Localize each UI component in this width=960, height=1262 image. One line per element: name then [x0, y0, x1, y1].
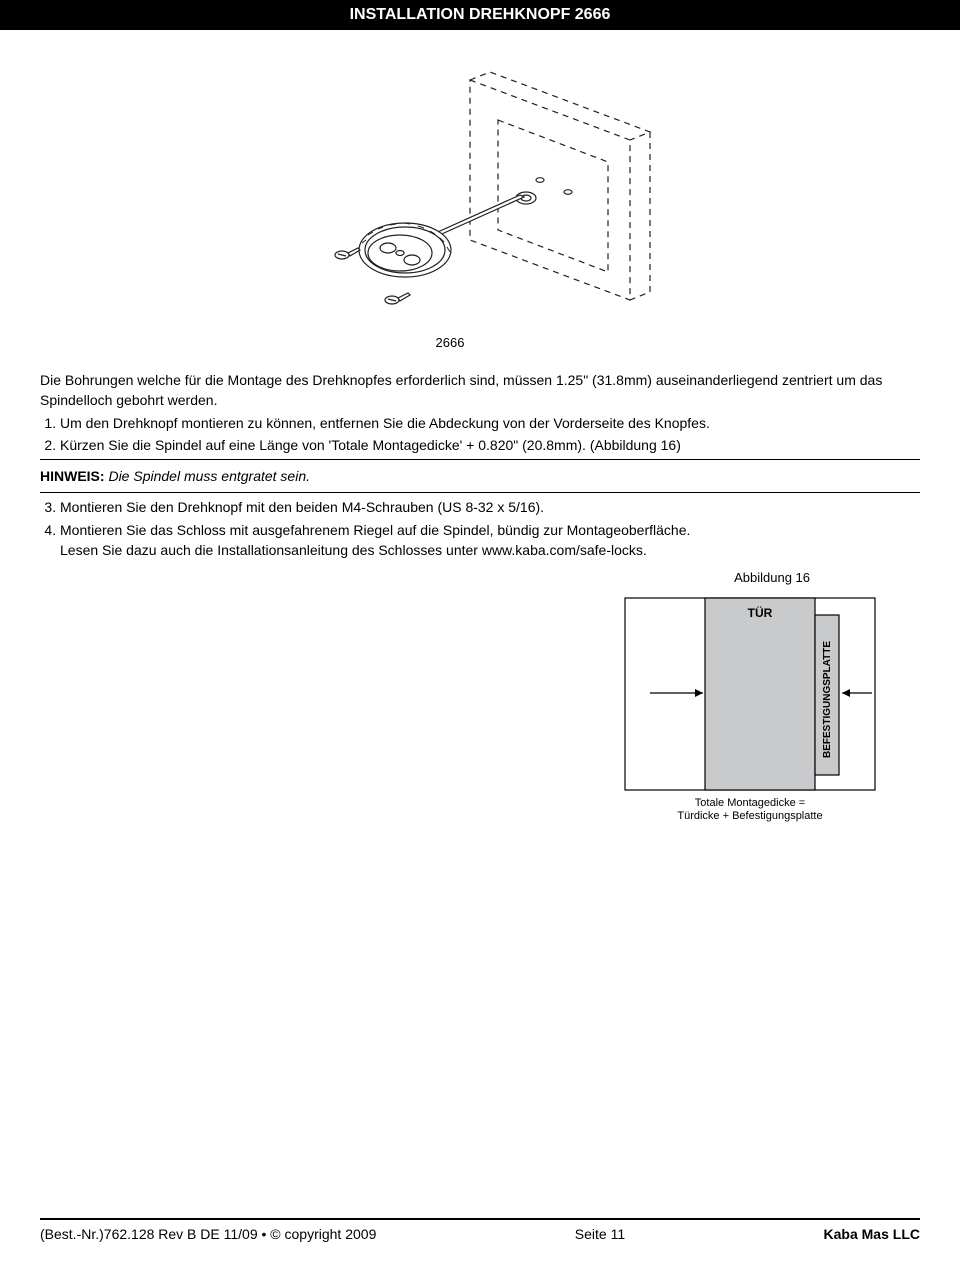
footer-left: (Best.-Nr.)762.128 Rev B DE 11/09 • © co… [40, 1226, 376, 1242]
note-text: Die Spindel muss entgratet sein. [108, 468, 310, 484]
plate-label: BEFESTIGUNGSPLATTE [822, 641, 833, 758]
divider-top [40, 459, 920, 460]
step-3: Montieren Sie den Drehknopf mit den beid… [60, 497, 920, 517]
figure16: TÜR BEFESTIGUNGSPLATTE Totale Montagedic… [620, 593, 880, 823]
note-row: HINWEIS: Die Spindel muss entgratet sein… [40, 464, 920, 488]
note-label: HINWEIS: [40, 468, 105, 484]
step-1: Um den Drehknopf montieren zu können, en… [60, 413, 920, 433]
intro-paragraph: Die Bohrungen welche für die Montage des… [40, 370, 920, 411]
figure16-footnote-line2: Türdicke + Befestigungsplatte [677, 810, 822, 822]
figure16-caption: Abbildung 16 [40, 570, 810, 585]
exploded-diagram: 2666 [40, 50, 920, 350]
diagram-label: 2666 [0, 335, 920, 350]
page-footer: (Best.-Nr.)762.128 Rev B DE 11/09 • © co… [40, 1218, 920, 1242]
divider-bottom [40, 492, 920, 493]
footer-right: Kaba Mas LLC [824, 1226, 920, 1242]
figure16-footnote-line1: Totale Montagedicke = [695, 797, 805, 809]
diagram-svg [270, 50, 690, 350]
footer-center: Seite 11 [575, 1226, 625, 1242]
door-label: TÜR [748, 605, 773, 620]
page-header: INSTALLATION DREHKNOPF 2666 [0, 0, 960, 30]
step-4: Montieren Sie das Schloss mit ausgefahre… [60, 520, 920, 561]
figure16-svg: TÜR BEFESTIGUNGSPLATTE Totale Montagedic… [620, 593, 880, 823]
step-2: Kürzen Sie die Spindel auf eine Länge vo… [60, 435, 920, 455]
